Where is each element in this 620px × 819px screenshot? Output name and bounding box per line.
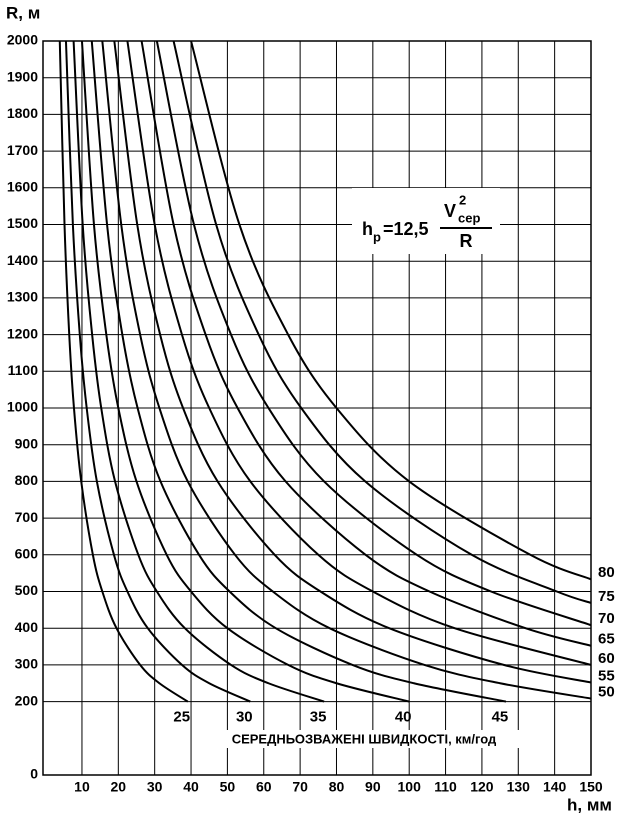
x-tick-label: 20 — [111, 779, 127, 795]
annotation-background — [198, 730, 530, 748]
series-label: 70 — [598, 610, 615, 627]
series-label: 35 — [310, 709, 327, 726]
annotation: СЕРЕДНЬОЗВАЖЕНІ ШВИДКОСТІ, км/год — [232, 731, 497, 746]
y-tick-label: 1100 — [8, 362, 39, 378]
x-tick-label: 100 — [398, 779, 422, 795]
series-label: 45 — [492, 709, 509, 726]
y-tick-label: 1800 — [7, 105, 38, 121]
curve — [172, 40, 592, 604]
curve — [80, 40, 410, 703]
x-tick-label: 30 — [147, 779, 163, 795]
series-label: 30 — [236, 709, 253, 726]
series-label: 55 — [598, 667, 615, 684]
curve — [126, 40, 592, 666]
x-tick-label: 50 — [220, 779, 236, 795]
y-tick-label: 1500 — [7, 215, 38, 231]
formula-h-sub: р — [373, 229, 381, 244]
series-label: 40 — [395, 709, 412, 726]
curve — [58, 40, 189, 703]
y-tick-label: 1700 — [7, 142, 38, 158]
y-tick-label: 600 — [15, 546, 39, 562]
x-tick-label: 40 — [183, 779, 199, 795]
x-tick-label: 70 — [292, 779, 308, 795]
y-tick-label: 800 — [15, 472, 39, 488]
series-label: 50 — [598, 684, 615, 701]
series-label: 60 — [598, 650, 615, 667]
x-tick-label: 120 — [470, 779, 494, 795]
x-tick-label: 110 — [434, 779, 457, 795]
x-axis-title: h, мм — [567, 795, 612, 814]
x-tick-label: 60 — [256, 779, 272, 795]
formula-background — [352, 188, 500, 254]
y-tick-label: 200 — [15, 692, 39, 708]
curve — [155, 40, 592, 627]
curve — [64, 40, 251, 703]
formula-v-sub: сер — [458, 210, 480, 225]
y-tick-label: 1300 — [7, 289, 38, 305]
x-tick-label: 10 — [74, 779, 90, 795]
series-label: 65 — [598, 631, 615, 648]
x-tick-label: 90 — [365, 779, 381, 795]
curve — [140, 40, 592, 647]
formula-rest: =12,5 — [383, 219, 429, 239]
y-tick-label: 400 — [15, 619, 39, 635]
series-label: 80 — [598, 564, 615, 581]
y-tick-label: 1200 — [7, 325, 38, 341]
curve — [72, 40, 325, 703]
series-label: 75 — [598, 588, 615, 605]
formula-h: h — [362, 219, 373, 239]
x-tick-label: 80 — [329, 779, 345, 795]
y-tick-label: 700 — [15, 509, 39, 525]
y-tick-label: 1600 — [7, 179, 38, 195]
y-tick-label: 900 — [15, 435, 39, 451]
y-tick-label: 2000 — [7, 32, 38, 48]
formula-v: V — [444, 201, 456, 221]
y-tick-label: 1000 — [7, 399, 38, 415]
curve — [190, 40, 592, 581]
x-tick-label: 140 — [543, 779, 567, 795]
x-tick-label: 150 — [579, 779, 603, 795]
curve — [90, 40, 507, 703]
y-tick-label: 1400 — [7, 252, 38, 268]
formula-v-sup: 2 — [459, 192, 466, 207]
y-tick-label: 500 — [15, 582, 39, 598]
y-tick-label: 300 — [15, 656, 39, 672]
series-label: 25 — [173, 709, 190, 726]
y-axis-title: R, м — [6, 3, 40, 22]
y-tick-label: 0 — [30, 766, 38, 782]
x-tick-label: 130 — [507, 779, 531, 795]
formula-denominator: R — [460, 231, 473, 251]
formula: h р =12,5 V2 сер R — [352, 188, 500, 254]
curve — [113, 40, 592, 684]
y-tick-label: 1900 — [7, 68, 38, 84]
curve — [101, 40, 592, 700]
